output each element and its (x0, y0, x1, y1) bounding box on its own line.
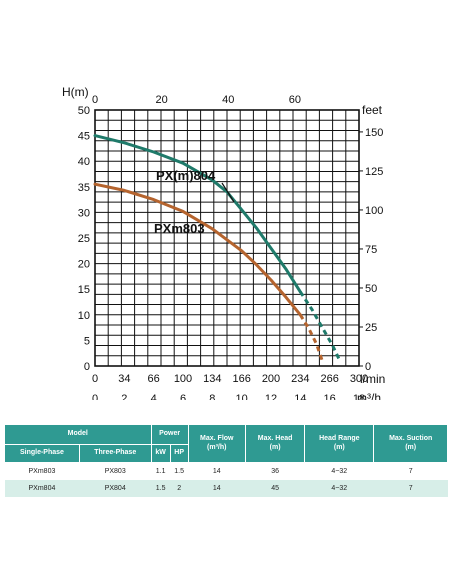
y-right-tick-label: 125 (365, 166, 383, 178)
x-lpm-tick-label: 134 (203, 373, 221, 385)
x-m3h-tick-label: 12 (265, 393, 277, 400)
series-label-pxm804: PX(m)804 (156, 168, 216, 183)
x-lpm-tick-label: 0 (92, 373, 98, 385)
cell-max-suction: 7 (374, 463, 448, 481)
x-m3h-tick-label: 8 (209, 393, 215, 400)
table-row: PXm803 PX803 1.1 1.5 14 36 4~32 7 (5, 463, 448, 481)
cell-three-phase: PX803 (79, 463, 151, 481)
x-m3h-tick-label: 4 (151, 393, 157, 400)
y-tick-label: 30 (78, 207, 90, 219)
x-m3h-tick-label: 10 (236, 393, 248, 400)
header-hp: HP (170, 445, 188, 463)
cell-single-phase: PXm803 (5, 463, 80, 481)
header-kw: kW (151, 445, 170, 463)
cell-hp: 1.5 (170, 463, 188, 481)
x-lpm-tick-label: 200 (262, 373, 280, 385)
series-line-solid-0 (95, 136, 300, 292)
x-top-tick-label: 0 (92, 94, 98, 106)
x-axis-label-m3h: m³/h (357, 391, 381, 400)
y-tick-label: 10 (78, 310, 90, 322)
y-tick-label: 50 (78, 105, 90, 117)
x-m3h-tick-label: 14 (294, 393, 306, 400)
x-m3h-tick-label: 0 (92, 393, 98, 400)
y-tick-label: 0 (84, 361, 90, 373)
x-m3h-tick-label: 6 (180, 393, 186, 400)
header-head-range: Head Range (m) (305, 425, 374, 463)
x-axis-label-lpm: l/min (360, 372, 385, 386)
header-single-phase: Single-Phase (5, 445, 80, 463)
y-axis-right-label: feet (362, 103, 383, 117)
cell-single-phase: PXm804 (5, 480, 80, 497)
x-lpm-tick-label: 34 (118, 373, 130, 385)
chart-curves (95, 136, 340, 361)
y-tick-label: 45 (78, 131, 90, 143)
header-power: Power (151, 425, 188, 445)
series-line-solid-1 (95, 184, 300, 315)
cell-head-range: 4~32 (305, 463, 374, 481)
cell-hp: 2 (170, 480, 188, 497)
header-max-head: Max. Head (m) (245, 425, 304, 463)
header-model: Model (5, 425, 152, 445)
cell-head-range: 4~32 (305, 480, 374, 497)
y-axis-label: H(m) (62, 85, 89, 99)
x-top-tick-label: 40 (222, 94, 234, 106)
cell-max-flow: 14 (188, 463, 245, 481)
header-three-phase: Three-Phase (79, 445, 151, 463)
cell-max-suction: 7 (374, 480, 448, 497)
y-right-tick-label: 50 (365, 283, 377, 295)
cell-max-head: 45 (245, 480, 304, 497)
y-tick-label: 5 (84, 335, 90, 347)
y-tick-label: 15 (78, 284, 90, 296)
cell-three-phase: PX804 (79, 480, 151, 497)
x-m3h-tick-label: 2 (121, 393, 127, 400)
cell-max-flow: 14 (188, 480, 245, 497)
x-lpm-tick-label: 266 (320, 373, 338, 385)
y-right-tick-label: 100 (365, 205, 383, 217)
y-tick-label: 40 (78, 156, 90, 168)
table-row: PXm804 PX804 1.5 2 14 45 4~32 7 (5, 480, 448, 497)
specification-table: Model Power Max. Flow (m³/h) Max. Head (m)… (4, 424, 448, 497)
header-max-flow: Max. Flow (m³/h) (188, 425, 245, 463)
header-max-suction: Max. Suction (m) (374, 425, 448, 463)
cell-kw: 1.5 (151, 480, 170, 497)
y-right-tick-label: 75 (365, 244, 377, 256)
x-top-tick-label: 60 (289, 94, 301, 106)
y-right-tick-label: 25 (365, 322, 377, 334)
x-m3h-tick-label: 16 (324, 393, 336, 400)
series-label-pxm803: PXm803 (154, 221, 205, 236)
series-label-pointer (222, 183, 234, 202)
y-tick-label: 35 (78, 182, 90, 194)
y-right-tick-label: 150 (365, 127, 383, 139)
x-lpm-tick-label: 234 (291, 373, 309, 385)
cell-max-head: 36 (245, 463, 304, 481)
x-lpm-tick-label: 66 (148, 373, 160, 385)
y-tick-label: 20 (78, 259, 90, 271)
x-lpm-tick-label: 100 (174, 373, 192, 385)
cell-kw: 1.1 (151, 463, 170, 481)
x-lpm-tick-label: 166 (232, 373, 250, 385)
y-tick-label: 25 (78, 233, 90, 245)
x-top-tick-label: 20 (155, 94, 167, 106)
